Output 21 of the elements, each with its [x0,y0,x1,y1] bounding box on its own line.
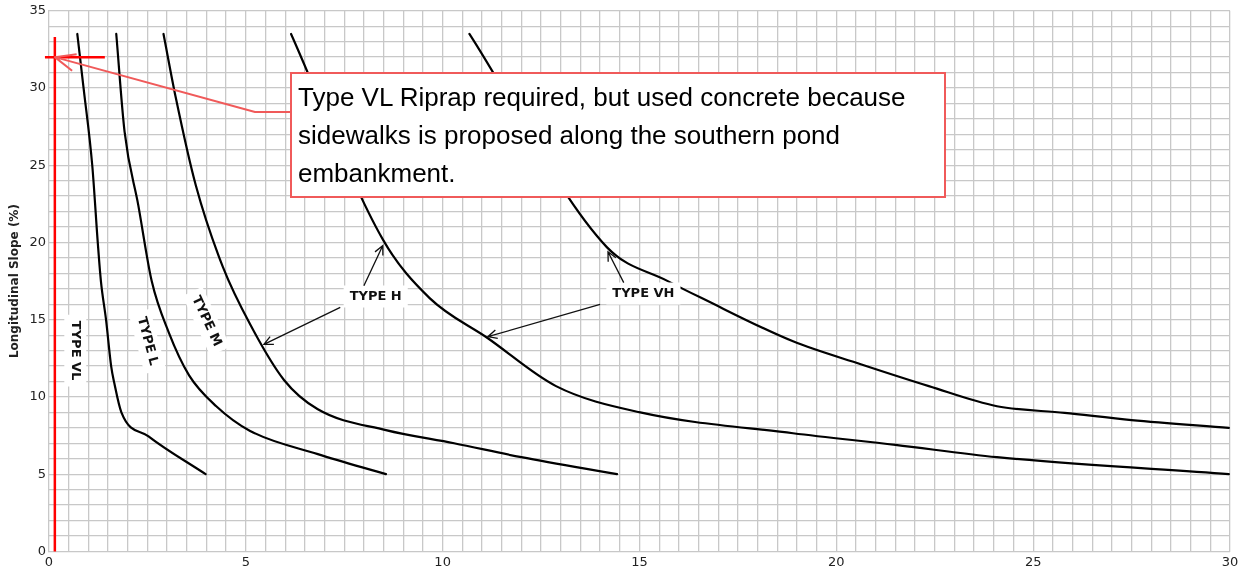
text: TYPE L [134,315,163,367]
x-tick-label: 25 [1024,553,1042,569]
series-label: TYPE VH [612,284,675,300]
x-tick-label: 20 [828,553,845,569]
y-tick-label: 15 [29,311,46,327]
y-tick-label: 0 [37,542,46,558]
y-tick-label: 25 [29,156,46,172]
x-tick-label: 15 [631,553,648,569]
y-tick-label: 10 [29,388,46,404]
x-tick-label: 30 [1221,553,1239,569]
series-label: TYPE H [349,287,402,303]
x-tick-label: 5 [241,553,250,569]
y-axis-title: Longitudinal Slope (%) [7,204,22,359]
annotation: Type VL Riprap required, but used concrete because sidewalks is proposed along the southern pond embankment. [290,72,946,198]
y-tick-label: 35 [29,2,46,18]
y-tick-label: 20 [29,233,46,249]
y-tick-label: 5 [37,465,46,481]
text: TYPE VL [68,320,84,381]
line-series [289,32,1230,476]
y-tick-label: 30 [29,79,46,95]
x-tick-label: 10 [434,553,451,569]
